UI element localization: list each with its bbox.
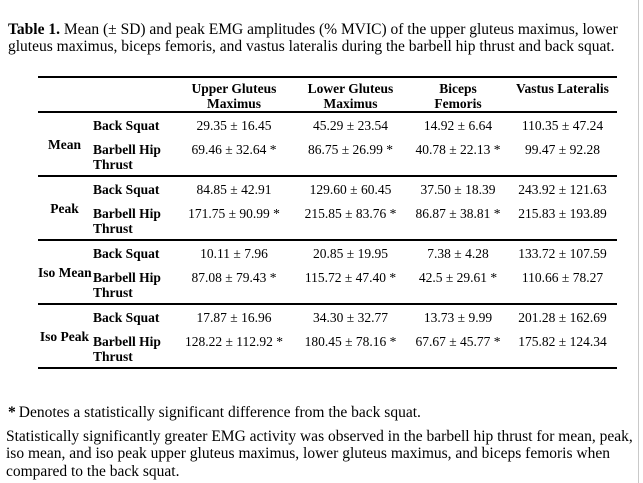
emg-table: Upper Gluteus Maximus Lower Gluteus Maxi… bbox=[38, 76, 617, 369]
table-row: Peak Back Squat 84.85 ± 42.91 129.60 ± 6… bbox=[38, 176, 617, 241]
value-cell: 99.47 ± 92.28 bbox=[508, 138, 617, 177]
value-cell: 13.73 ± 9.99 bbox=[423, 309, 493, 325]
col-header-upper-gluteus-maximus: Upper Gluteus Maximus bbox=[175, 77, 293, 113]
exercise-label: Back Squat bbox=[93, 118, 160, 133]
value-cell: 110.66 ± 78.27 bbox=[508, 266, 617, 305]
asterisk-marker: * bbox=[8, 403, 16, 421]
exercise-label: Barbell Hip Thrust bbox=[91, 266, 175, 305]
exercise-label: Back Squat bbox=[93, 310, 160, 325]
value-cell: 87.08 ± 79.43 * bbox=[175, 266, 293, 305]
table-row: Mean Back Squat 29.35 ± 16.45 45.29 ± 23… bbox=[38, 112, 617, 177]
summary-paragraph: Statistically significantly greater EMG … bbox=[6, 427, 633, 480]
row-group-label-peak: Peak bbox=[38, 176, 91, 241]
value-cell: 215.85 ± 83.76 * bbox=[293, 202, 408, 241]
col-header-biceps-femoris: Biceps Femoris bbox=[408, 77, 508, 113]
table-row: Barbell Hip Thrust 69.46 ± 32.64 * 86.75… bbox=[38, 138, 617, 177]
value-cell: 171.75 ± 90.99 * bbox=[175, 202, 293, 241]
value-cell: 215.83 ± 193.89 bbox=[508, 202, 617, 241]
value-cell: 34.30 ± 32.77 bbox=[313, 309, 388, 325]
value-cell: 84.85 ± 42.91 bbox=[196, 181, 272, 197]
value-cell: 42.5 ± 29.61 * bbox=[408, 266, 508, 305]
value-cell: 201.28 ± 162.69 bbox=[518, 309, 607, 325]
value-cell: 10.11 ± 7.96 bbox=[200, 245, 268, 261]
value-cell: 67.67 ± 45.77 * bbox=[408, 330, 508, 369]
value-cell: 175.82 ± 124.34 bbox=[508, 330, 617, 369]
header-empty-exercise bbox=[91, 77, 175, 113]
table-row: Barbell Hip Thrust 171.75 ± 90.99 * 215.… bbox=[38, 202, 617, 241]
table-row: Iso Peak Back Squat 17.87 ± 16.96 34.30 … bbox=[38, 304, 617, 369]
value-cell: 133.72 ± 107.59 bbox=[518, 245, 607, 261]
value-cell: 7.38 ± 4.28 bbox=[427, 245, 489, 261]
value-cell: 243.92 ± 121.63 bbox=[518, 181, 607, 197]
table-caption-text: Mean (± SD) and peak EMG amplitudes (% M… bbox=[8, 20, 618, 56]
value-cell: 128.22 ± 112.92 * bbox=[175, 330, 293, 369]
value-cell: 17.87 ± 16.96 bbox=[196, 309, 272, 325]
page-edge-divider bbox=[638, 0, 639, 483]
table-row: Barbell Hip Thrust 87.08 ± 79.43 * 115.7… bbox=[38, 266, 617, 305]
value-cell: 129.60 ± 60.45 bbox=[309, 181, 392, 197]
significance-footnote: * Denotes a statistically significant dif… bbox=[8, 404, 633, 422]
value-cell: 115.72 ± 47.40 * bbox=[293, 266, 408, 305]
table-row: Barbell Hip Thrust 128.22 ± 112.92 * 180… bbox=[38, 330, 617, 369]
table-row: Iso Mean Back Squat 10.11 ± 7.96 20.85 ±… bbox=[38, 240, 617, 305]
significance-footnote-text: Denotes a statistically significant diff… bbox=[18, 403, 421, 421]
header-empty-group bbox=[38, 77, 91, 113]
exercise-label: Barbell Hip Thrust bbox=[91, 138, 175, 177]
value-cell: 29.35 ± 16.45 bbox=[196, 117, 272, 133]
value-cell: 37.50 ± 18.39 bbox=[420, 181, 496, 197]
col-header-vastus-lateralis: Vastus Lateralis bbox=[508, 77, 617, 113]
exercise-label: Barbell Hip Thrust bbox=[91, 330, 175, 369]
value-cell: 40.78 ± 22.13 * bbox=[408, 138, 508, 177]
col-header-lower-gluteus-maximus: Lower Gluteus Maximus bbox=[293, 77, 408, 113]
exercise-label: Back Squat bbox=[93, 246, 160, 261]
value-cell: 86.87 ± 38.81 * bbox=[408, 202, 508, 241]
value-cell: 86.75 ± 26.99 * bbox=[293, 138, 408, 177]
value-cell: 45.29 ± 23.54 bbox=[313, 117, 388, 133]
row-group-label-iso-peak: Iso Peak bbox=[38, 304, 91, 369]
value-cell: 69.46 ± 32.64 * bbox=[175, 138, 293, 177]
header-row: Upper Gluteus Maximus Lower Gluteus Maxi… bbox=[38, 77, 617, 113]
table-caption: Table 1. Mean (± SD) and peak EMG amplit… bbox=[8, 21, 633, 56]
value-cell: 110.35 ± 47.24 bbox=[521, 117, 604, 133]
row-group-label-iso-mean: Iso Mean bbox=[38, 240, 92, 305]
exercise-label: Back Squat bbox=[93, 182, 160, 197]
value-cell: 20.85 ± 19.95 bbox=[313, 245, 388, 261]
table-caption-label: Table 1. bbox=[8, 20, 60, 38]
exercise-label: Barbell Hip Thrust bbox=[91, 202, 175, 241]
value-cell: 14.92 ± 6.64 bbox=[423, 117, 493, 133]
row-group-label-mean: Mean bbox=[38, 112, 91, 177]
value-cell: 180.45 ± 78.16 * bbox=[293, 330, 408, 369]
